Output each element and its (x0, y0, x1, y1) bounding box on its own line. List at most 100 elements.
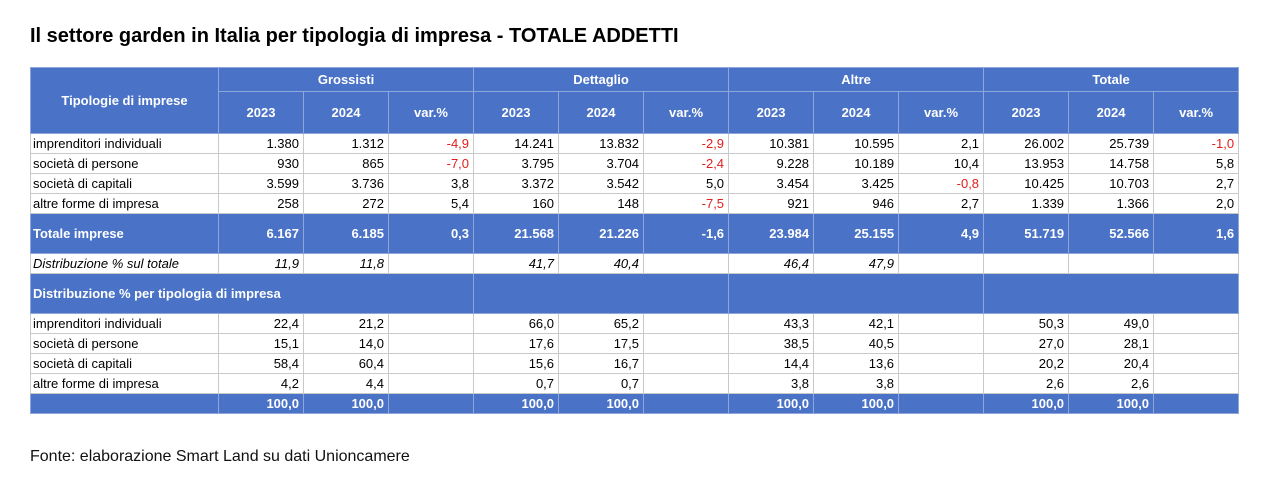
cell: 100,0 (558, 393, 645, 414)
cell: 10.703 (1068, 173, 1155, 194)
row-label: società di persone (30, 333, 219, 354)
row-label: Distribuzione % sul totale (30, 253, 219, 274)
column-header: 2024 (558, 91, 645, 134)
data-row: altre forme di impresa 4,2 4,4 0,7 0,7 3,8 3,8… (30, 373, 1240, 394)
cell: 1.339 (983, 193, 1070, 214)
cell: 20,4 (1068, 353, 1155, 374)
cell: 100,0 (303, 393, 389, 414)
data-row: società di capitali 3.599 3.736 3,8 3.372 3.5… (30, 173, 1240, 194)
data-row: società di capitali 58,4 60,4 15,6 16,7 14,4 1… (30, 353, 1240, 374)
cell: 100,0 (218, 393, 304, 414)
cell: 21.568 (473, 213, 560, 254)
cell (643, 313, 730, 334)
cell: 1.312 (303, 133, 389, 154)
cell (1153, 353, 1240, 374)
column-header: 2023 (728, 91, 815, 134)
column-header: 2023 (983, 91, 1070, 134)
header-row: Tipologie di imprese Grossisti Dettaglio Al… (30, 67, 1240, 134)
cell: 52.566 (1068, 213, 1155, 254)
cell: 22,4 (218, 313, 304, 334)
cell: 46,4 (728, 253, 815, 274)
cell: 0,7 (473, 373, 560, 394)
cell: 21.226 (558, 213, 645, 254)
cell (643, 333, 730, 354)
source: Fonte: elaborazione Smart Land su dati U… (30, 448, 410, 465)
cell: 27,0 (983, 333, 1070, 354)
cell: 17,5 (558, 333, 645, 354)
cell: 13,6 (813, 353, 900, 374)
cell (387, 313, 475, 334)
share-row: Distribuzione % sul totale 11,9 11,8 41,7 40… (30, 253, 1240, 274)
cell: -7,0 (387, 153, 475, 174)
cell: 5,4 (387, 193, 475, 214)
cell: 2,0 (1153, 193, 1240, 214)
cell: 10.381 (728, 133, 815, 154)
total-row: Totale imprese 6.167 6.185 0,3 21.568 21.226-… (30, 213, 1240, 254)
cell: 6.185 (303, 213, 389, 254)
cell (983, 253, 1070, 274)
column-header: var.% (898, 91, 985, 134)
cell: 1.366 (1068, 193, 1155, 214)
cell: 41,7 (473, 253, 560, 274)
cell: 3,8 (728, 373, 815, 394)
cell (898, 253, 985, 274)
row-label: imprenditori individuali (30, 133, 219, 154)
data-row: altre forme di impresa 258 272 5,4 160 148 -7,… (30, 193, 1240, 214)
cell (643, 353, 730, 374)
cell: 2,6 (1068, 373, 1155, 394)
cell: 42,1 (813, 313, 900, 334)
cell: 0,7 (558, 373, 645, 394)
cell: 148 (558, 193, 645, 214)
cell: 930 (218, 153, 304, 174)
cell: 1,6 (1153, 213, 1240, 254)
cell: 28,1 (1068, 333, 1155, 354)
row-label: società di persone (30, 153, 219, 174)
cell: 13.832 (558, 133, 645, 154)
cell: 5,0 (643, 173, 730, 194)
cell: 921 (728, 193, 815, 214)
cell: 17,6 (473, 333, 560, 354)
cell: 15,6 (473, 353, 560, 374)
cell: 9.228 (728, 153, 815, 174)
cell: 10.595 (813, 133, 900, 154)
cell: 1.380 (218, 133, 304, 154)
cell (728, 273, 985, 314)
cell: 20,2 (983, 353, 1070, 374)
cell: 47,9 (813, 253, 900, 274)
cell (643, 393, 730, 414)
cell: 100,0 (813, 393, 900, 414)
cell (1153, 393, 1240, 414)
cell: 60,4 (303, 353, 389, 374)
cell (1153, 253, 1240, 274)
cell: 40,4 (558, 253, 645, 274)
title: Il settore garden in Italia per tipologi… (30, 25, 679, 47)
row-label: Totale imprese (30, 213, 219, 254)
section-title: Distribuzione % per tipologia di impresa (29, 273, 475, 314)
cell: 2,7 (1153, 173, 1240, 194)
cell: 23.984 (728, 213, 815, 254)
cell: -2,4 (643, 153, 730, 174)
column-header: var.% (1153, 91, 1240, 134)
cell: 2,1 (898, 133, 985, 154)
group-header: Totale (983, 67, 1240, 92)
row-label: altre forme di impresa (30, 193, 219, 214)
cell: 2,6 (983, 373, 1070, 394)
cell (643, 253, 730, 274)
cell (387, 373, 475, 394)
row-label: società di capitali (30, 173, 219, 194)
total-row: 100,0 100,0 100,0 100,0 100,0 100,0 100,0 100,0 (30, 393, 1240, 414)
data-row: società di persone 15,1 14,0 17,6 17,5 38,5 40… (30, 333, 1240, 354)
column-header: 2023 (473, 91, 560, 134)
cell (387, 393, 475, 414)
cell (898, 313, 985, 334)
data-row: imprenditori individuali 1.380 1.312 -4,9 14… (30, 133, 1240, 154)
section-row: Distribuzione % per tipologia di impresa (29, 273, 1240, 314)
cell: 66,0 (473, 313, 560, 334)
cell: 3.425 (813, 173, 900, 194)
cell: -7,5 (643, 193, 730, 214)
cell: 3.454 (728, 173, 815, 194)
cell: 100,0 (983, 393, 1070, 414)
column-header: 2024 (303, 91, 389, 134)
column-header: 2024 (1068, 91, 1155, 134)
